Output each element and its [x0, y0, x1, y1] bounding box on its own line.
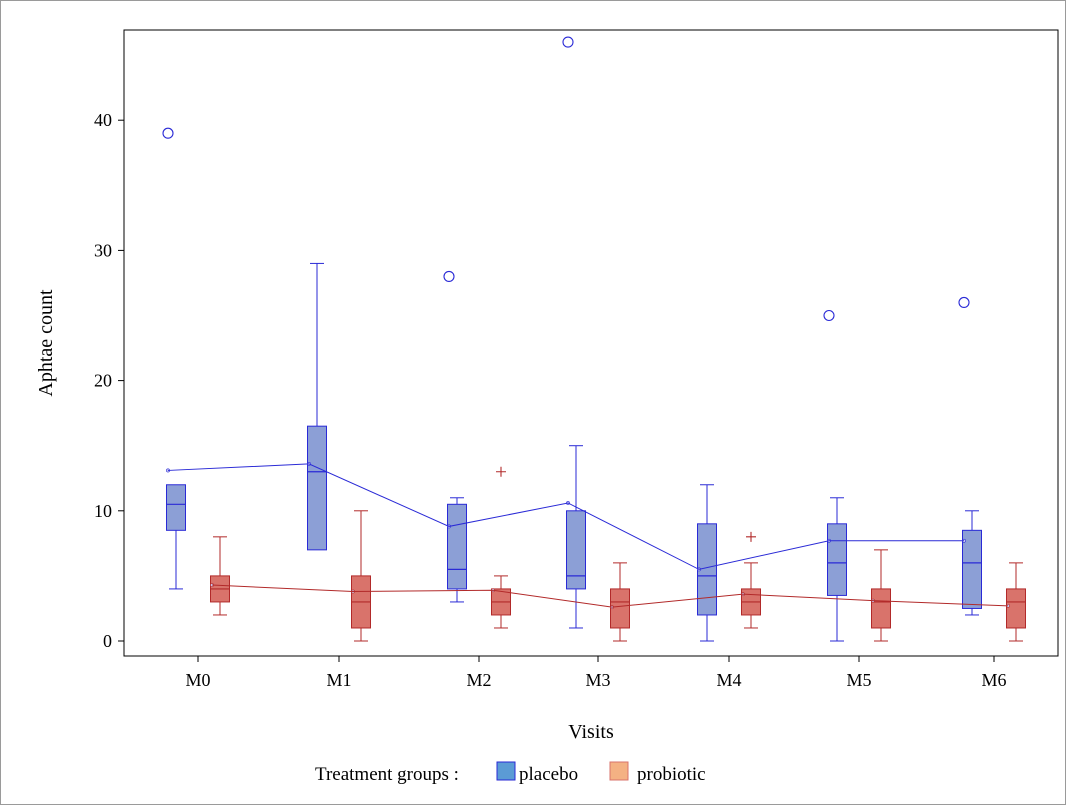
x-tick-label: M5 [846, 670, 871, 690]
outlier-point [562, 36, 574, 48]
box-probiotic [871, 588, 891, 629]
box-placebo [447, 503, 467, 590]
outlier-point [443, 270, 455, 282]
plot-area [123, 29, 1059, 657]
outlier-point [746, 531, 756, 542]
box-probiotic [610, 588, 630, 629]
x-tick-label: M3 [585, 670, 610, 690]
box-placebo [566, 510, 586, 590]
y-tick-label: 40 [94, 110, 112, 130]
x-axis: M0 M1 M2 M3 M4 M5 M6 [185, 656, 1007, 690]
series-placebo [162, 36, 982, 642]
x-tick-label: M1 [326, 670, 351, 690]
legend-label-placebo: placebo [519, 764, 578, 785]
series-probiotic [210, 466, 1026, 642]
x-tick-label: M6 [981, 670, 1006, 690]
x-tick-label: M0 [185, 670, 210, 690]
box-placebo [307, 425, 327, 551]
y-axis-title: Aphtae count [35, 289, 57, 397]
y-tick-label: 0 [103, 631, 112, 651]
y-axis: 0 10 20 30 40 [94, 110, 124, 651]
box-placebo [962, 529, 982, 609]
mean-line-placebo [167, 463, 964, 570]
y-tick-label: 20 [94, 371, 112, 391]
outlier-point [496, 466, 506, 477]
legend-label-probiotic: probiotic [637, 764, 706, 785]
x-tick-label: M4 [716, 670, 741, 690]
plot-marks [162, 36, 1026, 642]
legend-swatch-placebo [496, 761, 516, 781]
box-placebo [827, 523, 847, 596]
x-tick-label: M2 [466, 670, 491, 690]
outlier-point [162, 127, 174, 139]
legend-swatch-probiotic [609, 761, 629, 781]
outlier-point [958, 296, 970, 309]
outlier-point [823, 309, 835, 322]
mean-line-probiotic [211, 584, 1009, 608]
legend-title: Treatment groups : [315, 764, 459, 785]
box-placebo [166, 484, 186, 531]
y-tick-label: 10 [94, 501, 112, 521]
x-axis-title: Visits [568, 721, 614, 743]
legend: Treatment groups : placebo probiotic [315, 761, 706, 785]
box-probiotic [1006, 588, 1026, 629]
y-tick-label: 30 [94, 240, 112, 260]
